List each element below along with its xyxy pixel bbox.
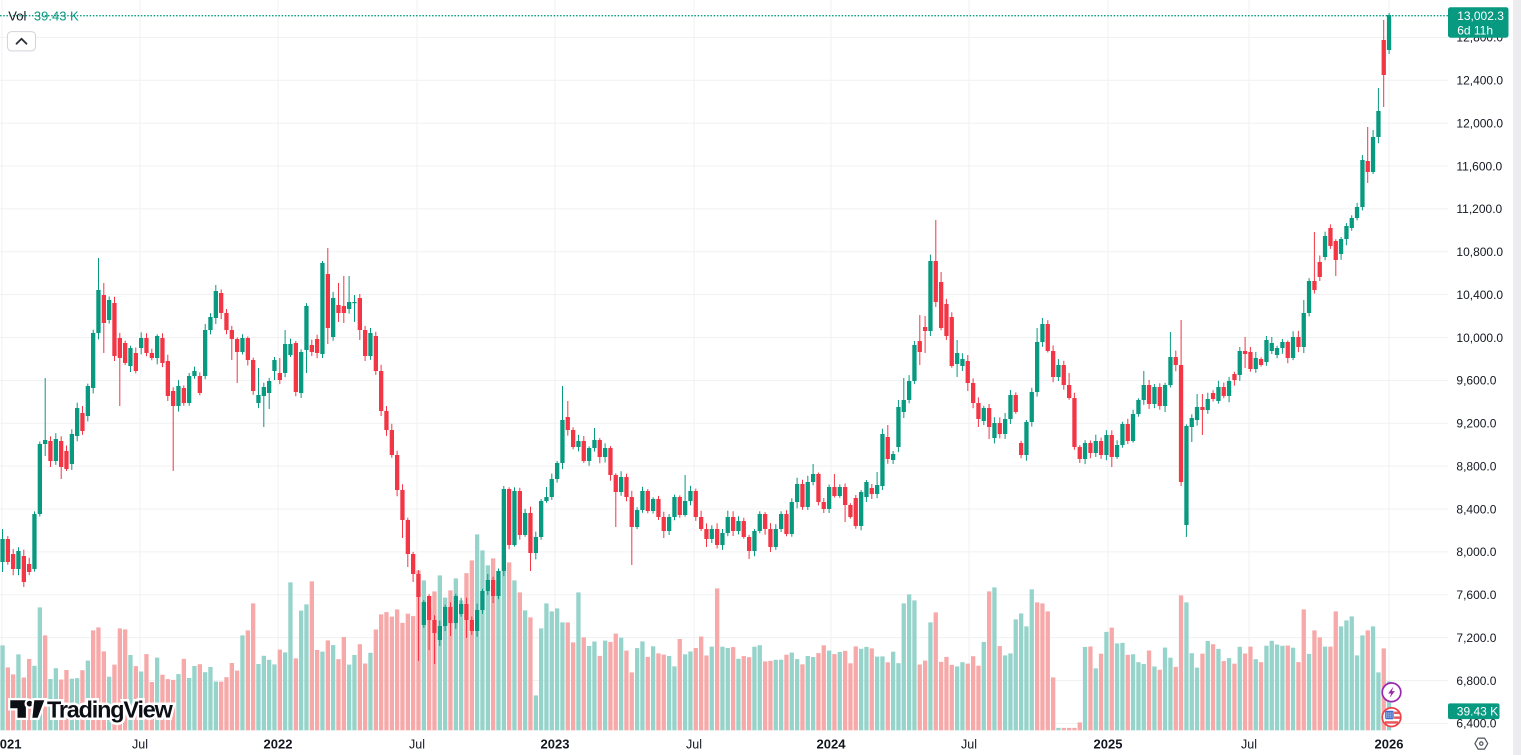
- svg-text:39.43 K: 39.43 K: [34, 8, 79, 23]
- svg-text:6,800.0: 6,800.0: [1456, 674, 1496, 688]
- svg-text:6,400.0: 6,400.0: [1456, 717, 1496, 731]
- svg-text:7,200.0: 7,200.0: [1456, 631, 1496, 645]
- svg-text:TradingView: TradingView: [47, 697, 174, 723]
- svg-text:11,600.0: 11,600.0: [1456, 159, 1502, 173]
- svg-text:8,800.0: 8,800.0: [1456, 459, 1496, 473]
- svg-text:12,000.0: 12,000.0: [1456, 116, 1503, 130]
- svg-text:Jul: Jul: [686, 738, 702, 752]
- svg-text:9,200.0: 9,200.0: [1456, 417, 1496, 431]
- svg-text:2025: 2025: [1094, 737, 1123, 752]
- svg-text:8,000.0: 8,000.0: [1456, 545, 1496, 559]
- svg-text:13,002.3: 13,002.3: [1457, 9, 1504, 23]
- svg-text:2023: 2023: [541, 737, 570, 752]
- svg-text:10,000.0: 10,000.0: [1456, 331, 1503, 345]
- svg-text:Jul: Jul: [961, 738, 977, 752]
- svg-text:2022: 2022: [264, 737, 293, 752]
- svg-text:2024: 2024: [817, 737, 847, 752]
- svg-text:12,400.0: 12,400.0: [1456, 74, 1503, 88]
- svg-text:2021: 2021: [0, 737, 21, 752]
- svg-text:Jul: Jul: [132, 738, 148, 752]
- svg-text:10,400.0: 10,400.0: [1456, 288, 1503, 302]
- svg-text:2026: 2026: [1375, 737, 1404, 752]
- svg-text:9,600.0: 9,600.0: [1456, 374, 1496, 388]
- svg-text:7,600.0: 7,600.0: [1456, 588, 1496, 602]
- svg-text:11,200.0: 11,200.0: [1456, 202, 1502, 216]
- svg-text:8,400.0: 8,400.0: [1456, 502, 1496, 516]
- svg-text:Jul: Jul: [409, 738, 425, 752]
- svg-text:Jul: Jul: [1241, 738, 1257, 752]
- svg-text:TradingView: TradingView: [47, 697, 174, 723]
- svg-text:6d 11h: 6d 11h: [1457, 23, 1493, 37]
- svg-text:10,800.0: 10,800.0: [1456, 245, 1503, 259]
- svg-text:Vol: Vol: [8, 8, 26, 23]
- svg-text:39.43 K: 39.43 K: [1457, 705, 1498, 719]
